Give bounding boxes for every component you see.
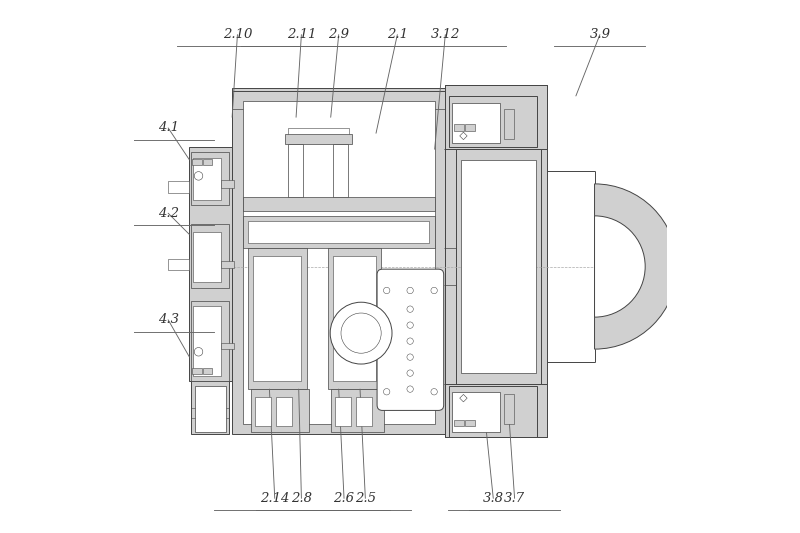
Bar xyxy=(255,397,271,426)
Bar xyxy=(190,147,232,381)
Bar xyxy=(242,216,434,248)
Bar xyxy=(232,88,446,144)
Circle shape xyxy=(330,302,392,364)
Text: 2.11: 2.11 xyxy=(286,28,316,41)
Bar xyxy=(454,124,464,131)
Bar xyxy=(452,392,500,432)
Bar xyxy=(334,256,376,381)
Bar xyxy=(446,85,546,149)
Bar xyxy=(221,180,234,188)
Bar xyxy=(242,101,434,424)
Bar xyxy=(286,134,352,144)
Bar xyxy=(449,386,537,437)
Text: 3.9: 3.9 xyxy=(590,28,610,41)
Bar xyxy=(454,420,464,426)
Bar xyxy=(168,181,190,193)
Bar xyxy=(194,386,226,432)
Bar xyxy=(328,248,382,389)
Text: 3.12: 3.12 xyxy=(430,28,460,41)
Wedge shape xyxy=(594,216,645,317)
Bar xyxy=(192,159,202,165)
Bar xyxy=(202,159,212,165)
Bar xyxy=(193,232,221,282)
Bar xyxy=(465,420,474,426)
Bar xyxy=(254,256,302,381)
Bar xyxy=(250,389,310,432)
Bar xyxy=(446,85,546,437)
Text: 2.5: 2.5 xyxy=(355,492,376,505)
Bar xyxy=(288,144,303,197)
Wedge shape xyxy=(594,184,677,349)
Text: 3.8: 3.8 xyxy=(482,492,504,505)
Bar xyxy=(191,152,230,205)
Bar xyxy=(191,301,230,381)
Bar xyxy=(248,221,430,243)
Text: 2.8: 2.8 xyxy=(291,492,312,505)
Text: 2.10: 2.10 xyxy=(222,28,252,41)
Bar xyxy=(221,261,234,268)
Text: 4.2: 4.2 xyxy=(158,207,178,220)
Bar xyxy=(193,158,221,200)
Bar xyxy=(232,91,446,434)
Text: 2.9: 2.9 xyxy=(328,28,350,41)
Bar xyxy=(193,306,221,376)
Bar xyxy=(449,96,537,147)
Bar xyxy=(465,124,474,131)
Bar xyxy=(456,149,542,384)
Bar xyxy=(334,144,348,197)
Text: 2.14: 2.14 xyxy=(260,492,290,505)
Bar xyxy=(276,397,292,426)
Text: 2.1: 2.1 xyxy=(387,28,408,41)
Text: 2.6: 2.6 xyxy=(334,492,354,505)
Bar xyxy=(504,394,514,424)
Text: 4.3: 4.3 xyxy=(158,313,178,326)
Text: 3.7: 3.7 xyxy=(504,492,525,505)
Bar xyxy=(330,389,384,432)
Bar xyxy=(168,259,190,270)
Bar xyxy=(452,103,500,143)
Bar xyxy=(191,224,230,288)
Bar xyxy=(202,368,212,374)
FancyBboxPatch shape xyxy=(377,269,444,410)
Text: 4.1: 4.1 xyxy=(158,122,178,134)
Bar xyxy=(335,397,351,426)
Bar xyxy=(356,397,372,426)
Bar xyxy=(446,384,546,437)
Bar xyxy=(462,160,536,373)
Bar xyxy=(191,381,230,434)
Bar xyxy=(192,368,202,374)
Bar xyxy=(248,248,306,389)
Bar xyxy=(221,343,234,349)
Bar xyxy=(242,197,434,211)
Bar xyxy=(288,128,350,134)
Bar xyxy=(504,109,514,139)
